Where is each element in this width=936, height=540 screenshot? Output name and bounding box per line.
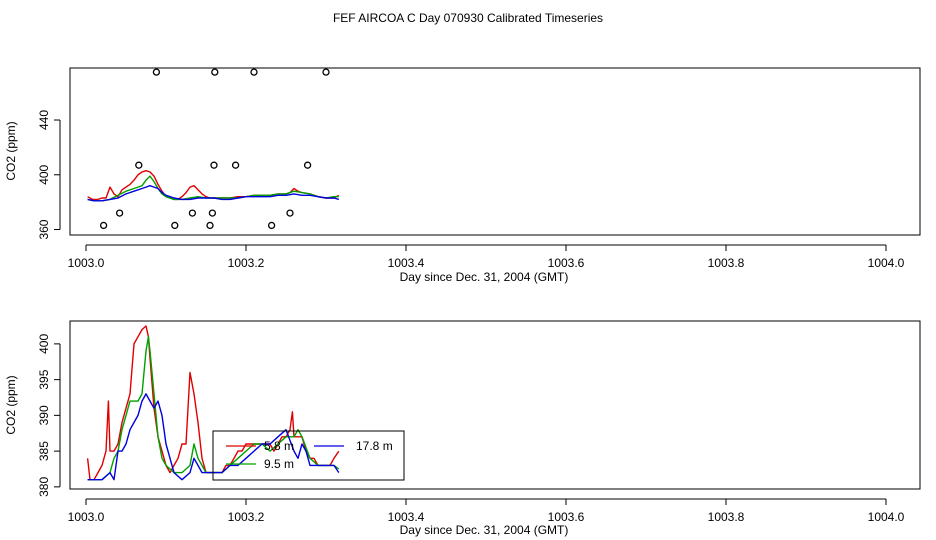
- bottom-x-axis: 1003.0 1003.2 1003.4 1003.6 1003.8 1004.0: [68, 498, 905, 524]
- top-data-point: [286, 209, 294, 217]
- bottom-x-tick-label: 1003.6: [548, 510, 585, 524]
- top-x-tick-label: 1004.0: [868, 256, 905, 270]
- bottom-plot-frame: [69, 320, 921, 490]
- top-series-line-blue: [87, 184, 339, 202]
- bottom-y-axis: 380 385 390 395 400: [37, 334, 61, 497]
- bottom-y-axis-label: CO2 (ppm): [4, 375, 18, 434]
- top-x-tick-label: 1003.2: [228, 256, 265, 270]
- top-y-axis: 360 400 440: [37, 110, 61, 240]
- top-data-point: [211, 68, 219, 76]
- top-data-point: [135, 161, 143, 169]
- legend: 5.8 m 9.5 m 17.8 m: [212, 430, 405, 481]
- top-data-point: [188, 209, 197, 217]
- bottom-series-line-17-8-m: [87, 393, 340, 481]
- top-x-tick-label: 1003.4: [388, 256, 425, 270]
- top-x-tick-label: 1003.8: [708, 256, 745, 270]
- bottom-y-tick-label: 400: [37, 334, 51, 354]
- top-panel: Day since Dec. 31, 2004 (GMT) CO2 (ppm) …: [4, 67, 921, 284]
- top-x-axis-label: Day since Dec. 31, 2004 (GMT): [400, 270, 569, 284]
- top-y-tick-label: 360: [37, 219, 51, 239]
- legend-label-5-8m: 5.8 m: [264, 439, 294, 453]
- bottom-x-tick-label: 1003.2: [228, 510, 265, 524]
- bottom-y-tick-label: 395: [37, 369, 51, 389]
- bottom-x-tick-label: 1003.8: [708, 510, 745, 524]
- top-data-point: [231, 161, 240, 169]
- top-data-point: [99, 221, 108, 230]
- bottom-x-tick-label: 1003.0: [68, 510, 105, 524]
- bottom-x-tick-label: 1004.0: [868, 510, 905, 524]
- top-data-point: [267, 221, 276, 230]
- top-x-tick-label: 1003.0: [68, 256, 105, 270]
- bottom-x-axis-label: Day since Dec. 31, 2004 (GMT): [400, 523, 569, 537]
- bottom-y-tick-label: 385: [37, 441, 51, 461]
- top-y-tick-label: 400: [37, 164, 51, 184]
- bottom-y-tick-label: 390: [37, 405, 51, 425]
- top-y-tick-label: 440: [37, 110, 51, 130]
- top-data-point: [322, 68, 330, 76]
- bottom-series-line-9-5-m: [87, 336, 340, 481]
- top-plot-frame: [69, 67, 921, 236]
- top-data-point: [208, 209, 217, 217]
- top-data-point: [303, 161, 312, 169]
- top-calibration-points: [99, 68, 330, 230]
- top-x-axis: 1003.0 1003.2 1003.4 1003.6 1003.8 1004.0: [68, 244, 905, 270]
- legend-label-17-8m: 17.8 m: [356, 439, 393, 453]
- bottom-x-tick-label: 1003.4: [388, 510, 425, 524]
- top-series-line-green: [87, 175, 339, 202]
- top-data-point: [171, 221, 179, 230]
- top-data-point: [152, 68, 161, 76]
- legend-label-9-5m: 9.5 m: [264, 457, 294, 471]
- top-data-point: [115, 209, 124, 217]
- top-data-point: [206, 221, 214, 230]
- top-x-tick-label: 1003.6: [548, 256, 585, 270]
- chart-title: FEF AIRCOA C Day 070930 Calibrated Times…: [333, 11, 603, 25]
- top-data-point: [210, 161, 218, 169]
- bottom-y-tick-label: 380: [37, 477, 51, 497]
- legend-box: [212, 430, 405, 481]
- top-y-axis-label: CO2 (ppm): [4, 121, 18, 180]
- bottom-panel: Day since Dec. 31, 2004 (GMT) CO2 (ppm) …: [4, 320, 921, 537]
- top-data-point: [250, 68, 258, 76]
